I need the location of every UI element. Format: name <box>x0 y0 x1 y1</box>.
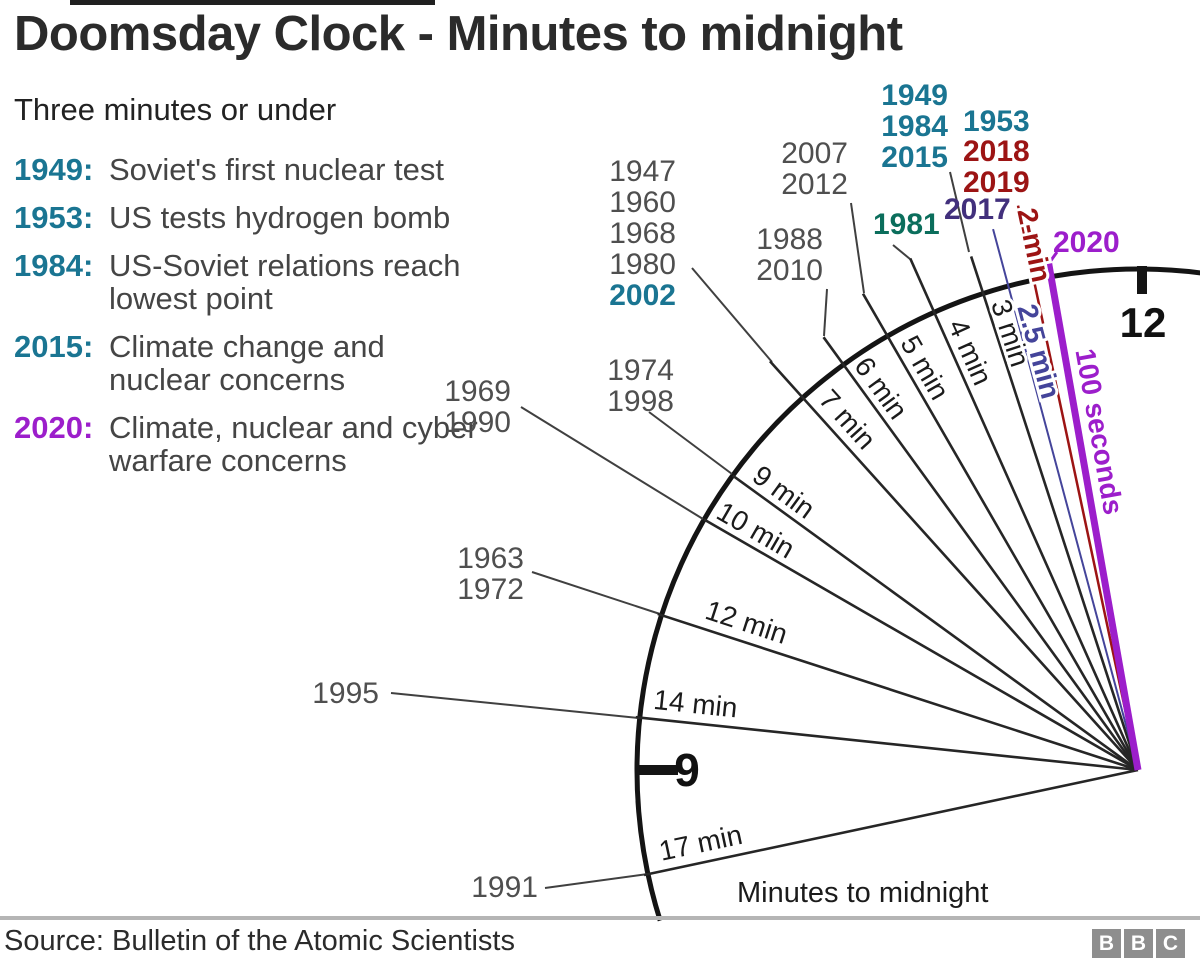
group-9min-leader <box>648 411 733 475</box>
year-label-2017: 2017 <box>944 193 1011 226</box>
clock-caption: Minutes to midnight <box>737 877 989 909</box>
year-label-1988: 1988 <box>756 223 823 256</box>
year-label-1953: 1953 <box>963 105 1030 138</box>
top-artifact-strip <box>70 0 435 5</box>
legend-item-2020: 2020: Climate, nuclear and cyber warfare … <box>14 411 504 477</box>
bbc-logo-letter-B: B <box>1092 929 1121 958</box>
hand-14min <box>635 715 1139 772</box>
legend-text: US-Soviet relations reach lowest point <box>109 248 461 316</box>
year-label-2012: 2012 <box>781 168 848 201</box>
page-title: Doomsday Clock - Minutes to midnight <box>14 7 903 61</box>
footer-divider <box>0 916 1200 920</box>
group-6min-leader <box>823 288 828 337</box>
year-label-1998: 1998 <box>607 385 674 418</box>
legend-text: Soviet's first nuclear test <box>109 152 444 187</box>
year-label-2019: 2019 <box>963 166 1030 199</box>
subtitle: Three minutes or under <box>14 92 337 127</box>
clock-numeral-12: 12 <box>1120 299 1167 346</box>
year-label-1995: 1995 <box>312 677 379 710</box>
legend-item-2015: 2015: Climate change and nuclear concerns <box>14 330 504 396</box>
hand-4min <box>909 257 1140 771</box>
legend-year: 2020: <box>14 410 94 445</box>
legend-year: 1953: <box>14 200 94 235</box>
legend-item-1949: 1949: Soviet's first nuclear test <box>14 153 504 186</box>
group-14min-leader <box>390 692 640 719</box>
group-4min-leader <box>892 244 911 260</box>
year-label-1990: 1990 <box>444 406 511 439</box>
legend-text: Climate change and nuclear concerns <box>109 329 385 397</box>
bbc-logo-letter-C: C <box>1156 929 1185 958</box>
group-3min-leader <box>949 171 970 253</box>
year-label-1972: 1972 <box>457 573 524 606</box>
year-label-2007: 2007 <box>781 137 848 170</box>
minute-label-17min: 17 min <box>656 819 745 867</box>
bbc-logo-letter-B: B <box>1124 929 1153 958</box>
legend-item-1953: 1953: US tests hydrogen bomb <box>14 201 504 234</box>
hand-12min <box>657 612 1139 772</box>
hand-7min <box>769 360 1139 771</box>
legend-item-1984: 1984: US-Soviet relations reach lowest po… <box>14 249 504 315</box>
hand-17min <box>643 768 1139 877</box>
hand-10min <box>703 518 1139 772</box>
source-text: Source: Bulletin of the Atomic Scientist… <box>4 925 515 957</box>
group-12min-leader <box>531 571 661 615</box>
year-label-1981: 1981 <box>873 208 940 241</box>
year-label-2015: 2015 <box>881 141 948 174</box>
legend-year: 1984: <box>14 248 94 283</box>
year-label-2010: 2010 <box>756 254 823 287</box>
hand-5min <box>861 293 1140 771</box>
year-label-1991: 1991 <box>471 871 538 904</box>
hand-100sec <box>1044 257 1142 771</box>
legend-text: US tests hydrogen bomb <box>109 200 451 235</box>
group-10min-leader <box>520 406 704 520</box>
legend: 1949: Soviet's first nuclear test 1953: US … <box>14 153 504 492</box>
legend-text: Climate, nuclear and cyber warfare conce… <box>109 410 478 478</box>
legend-year: 1949: <box>14 152 94 187</box>
year-label-1969: 1969 <box>444 375 511 408</box>
legend-year: 2015: <box>14 329 94 364</box>
year-label-1974: 1974 <box>607 354 674 387</box>
year-label-2002: 2002 <box>609 279 676 312</box>
year-label-1960: 1960 <box>609 186 676 219</box>
hand-3min <box>969 256 1140 771</box>
minute-label-14min: 14 min <box>652 684 739 724</box>
year-label-1980: 1980 <box>609 248 676 281</box>
group-17min-leader <box>544 873 649 889</box>
group-5min-leader <box>850 202 865 294</box>
clock-numeral-9: 9 <box>674 744 700 796</box>
year-label-1947: 1947 <box>609 155 676 188</box>
hand-6min <box>822 336 1140 771</box>
year-label-1984: 1984 <box>881 110 948 143</box>
year-label-1949: 1949 <box>881 79 948 112</box>
year-label-1968: 1968 <box>609 217 676 250</box>
hand-2.5min <box>992 228 1139 771</box>
year-label-2020: 2020 <box>1053 226 1120 259</box>
hand-9min <box>731 474 1139 772</box>
year-label-2018: 2018 <box>963 135 1030 168</box>
group-7min-leader <box>691 267 773 363</box>
year-label-1963: 1963 <box>457 542 524 575</box>
minute-label-2min: 2-min <box>1011 205 1057 285</box>
